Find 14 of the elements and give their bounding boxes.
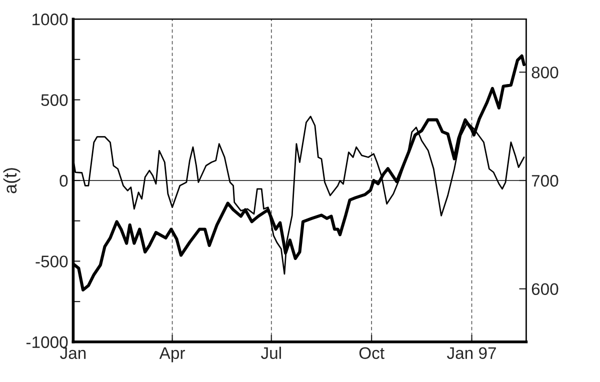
x-tick-label: Jan 97 <box>446 347 496 359</box>
x-tick-label: Apr <box>159 347 185 362</box>
y-tick-label: 500 <box>41 94 68 106</box>
x-tick-label: Jul <box>260 346 281 359</box>
x-tick-label: Oct <box>359 347 384 359</box>
y2-tick-label: 700 <box>532 174 558 187</box>
y-tick-label: -1000 <box>26 336 68 348</box>
x-tick-label: Jan <box>60 347 86 359</box>
y-tick-label: 0 <box>60 174 68 187</box>
y-tick-label: -500 <box>36 256 68 268</box>
y-tick-label: 1000 <box>32 14 68 26</box>
y2-tick-label: 600 <box>532 283 558 296</box>
y-axis-title: a(t) <box>3 168 20 194</box>
y2-tick-label: 800 <box>532 66 558 78</box>
